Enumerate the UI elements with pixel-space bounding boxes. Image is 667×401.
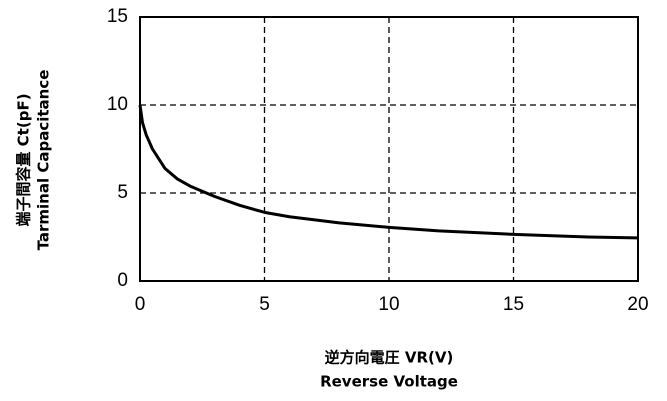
y-axis-label: 端子間容量 Ct(pF): [15, 93, 33, 226]
x-tick-label: 10: [378, 294, 399, 315]
x-axis-label: 逆方向電圧 VR(V): [325, 349, 454, 367]
y-tick-label: 0: [117, 270, 128, 291]
y-tick-label: 10: [107, 94, 128, 115]
plot-frame: [139, 16, 639, 282]
y-tick-label: 5: [117, 182, 128, 203]
y-tick-label: 15: [107, 6, 128, 27]
x-tick-label: 5: [259, 294, 270, 315]
x-tick-label: 0: [135, 294, 146, 315]
line-series: [138, 104, 639, 240]
x-axis-label-sub: Reverse Voltage: [320, 373, 458, 391]
y-axis-label-sub: Tarminal Capacitance: [35, 70, 53, 251]
x-tick-label: 15: [503, 294, 524, 315]
x-tick-label: 20: [627, 294, 648, 315]
